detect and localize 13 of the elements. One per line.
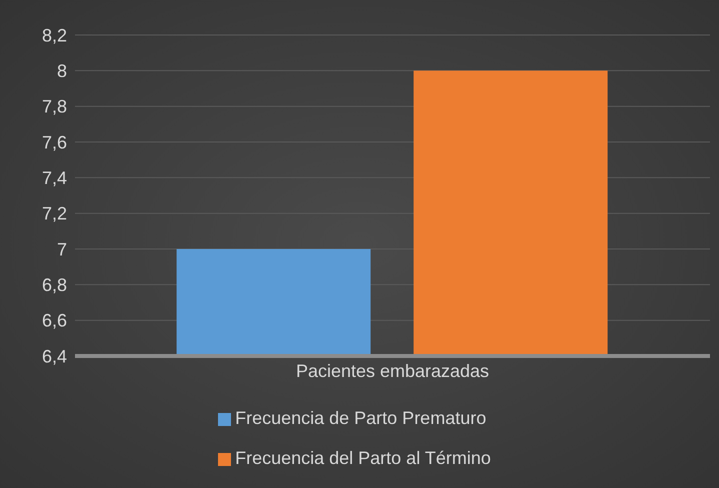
y-tick-label: 8 (56, 61, 67, 82)
legend-label: Frecuencia del Parto al Término (235, 448, 491, 468)
y-tick-label: 6,8 (42, 275, 67, 296)
y-tick-label: 7 (56, 239, 67, 260)
y-tick-label: 7,6 (42, 132, 67, 152)
y-tick-label: 7,2 (42, 204, 67, 224)
y-tick-label: 7,8 (42, 96, 67, 117)
y-tick-label: 6,6 (42, 310, 67, 331)
legend-label: Frecuencia de Parto Prematuro (235, 408, 486, 428)
y-tick-label: 8,2 (42, 25, 67, 46)
y-tick-label: 6,4 (42, 346, 67, 366)
y-tick-label: 7,4 (42, 168, 67, 188)
x-tick-label: Pacientes embarazadas (296, 360, 490, 381)
